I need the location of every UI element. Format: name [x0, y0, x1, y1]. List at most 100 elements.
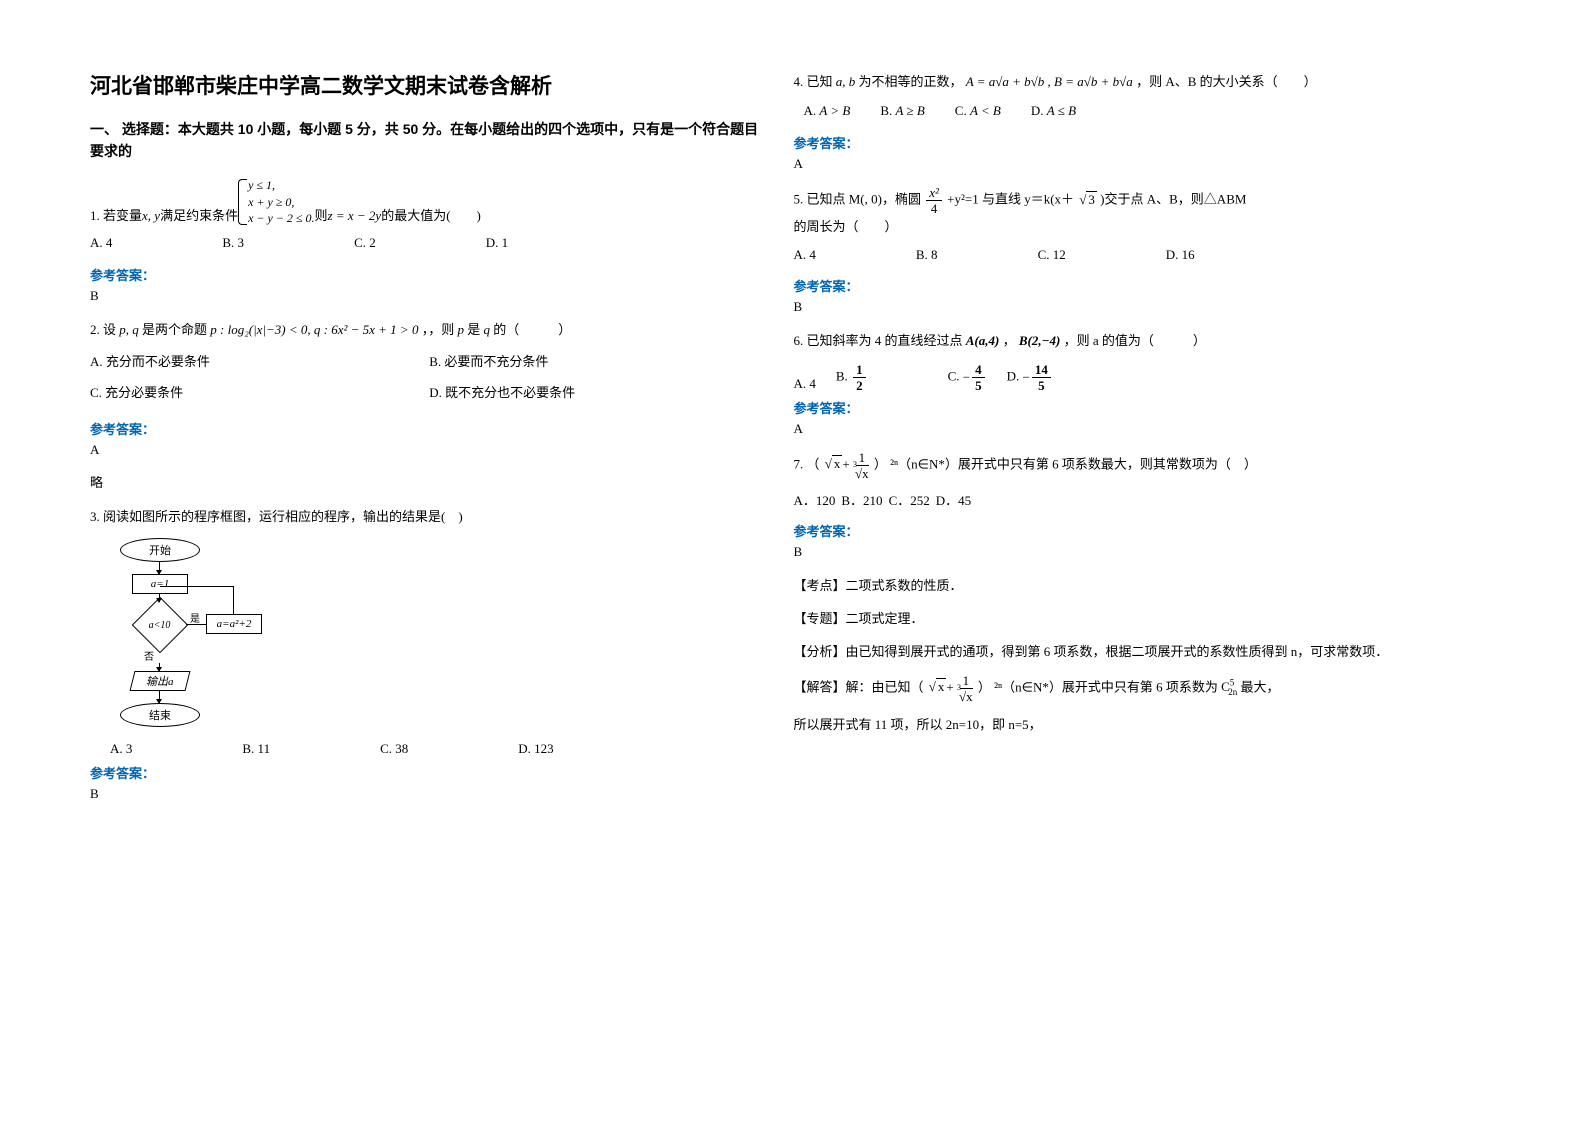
- q7-frac2: 1 3√x: [959, 674, 973, 703]
- question-5: 5. 已知点 M(, 0)，椭圆 x²4 +y²=1 与直线 y＝k(x＋ 3 …: [794, 186, 1473, 266]
- q4-expr: A = a√a + b√b , B = a√b + b√a: [966, 74, 1133, 89]
- q4-ans: A: [794, 156, 1473, 172]
- ans-label-3: 参考答案：: [90, 763, 769, 782]
- q4-optB: B. A ≥ B: [880, 103, 924, 119]
- fc-no: 否: [144, 648, 769, 663]
- q7-optC: C．252: [889, 490, 930, 509]
- q4-optC: C. A < B: [955, 103, 1001, 119]
- fc-end: 结束: [120, 703, 200, 727]
- q2-extra: 略: [90, 472, 769, 491]
- q7-kd: 【考点】二项式系数的性质．: [794, 574, 1473, 597]
- q3-optB: B. 11: [242, 741, 270, 757]
- q6-mid: ，则 a 的值为（ ）: [1064, 333, 1206, 348]
- q1-c1: y ≤ 1,: [248, 177, 314, 194]
- section-heading: 一、 选择题：本大题共 10 小题，每小题 5 分，共 50 分。在每小题给出的…: [90, 118, 769, 163]
- q2-pre: 2. 设: [90, 322, 116, 337]
- q1-ans: B: [90, 288, 769, 304]
- q6-pre: 6. 已知斜率为 4 的直线经过点: [794, 333, 963, 348]
- q1-var: x, y: [142, 204, 160, 227]
- q5-optD: D. 16: [1166, 243, 1195, 266]
- q6-ans: A: [794, 421, 1473, 437]
- q6-options: A. 4 B. 12 C. −45 D. −145: [794, 363, 1473, 392]
- ans-label-1: 参考答案：: [90, 265, 769, 284]
- q7-optB: B．210: [841, 490, 882, 509]
- q1-optA: A. 4: [90, 231, 112, 254]
- q7-fx: 【分析】由已知得到展开式的通项，得到第 6 项系数，根据二项展开式的系数性质得到…: [794, 640, 1473, 663]
- q7-mid1: ） ²ⁿ（n∈N*）展开式中只有第 6 项系数最大，则其常数项为（ ）: [874, 456, 1257, 471]
- q4-options: A. A > B B. A ≥ B C. A < B D. A ≤ B: [804, 103, 1473, 119]
- q2-options: A. 充分而不必要条件 B. 必要而不充分条件 C. 充分必要条件 D. 既不充…: [90, 351, 769, 413]
- q5-optB: B. 8: [916, 243, 938, 266]
- q1-optB: B. 3: [222, 231, 244, 254]
- q3-options: A. 3 B. 11 C. 38 D. 123: [110, 741, 769, 757]
- sqrt-x2: x: [927, 675, 947, 698]
- q1-optD: D. 1: [486, 231, 508, 254]
- q1-c2: x + y ≥ 0,: [248, 194, 314, 211]
- q1-options: A. 4 B. 3 C. 2 D. 1: [90, 231, 769, 254]
- q4-optD: D. A ≤ B: [1031, 103, 1076, 119]
- fc-cond: a<10: [132, 597, 189, 654]
- q5-options: A. 4 B. 8 C. 12 D. 16: [794, 243, 1473, 266]
- q6-pA: A(a,4): [966, 333, 1000, 348]
- q6-pB: B(2,−4): [1019, 333, 1060, 348]
- fc-arrow: [159, 691, 160, 703]
- q1-c3: x − y − 2 ≤ 0.: [248, 210, 314, 227]
- q2-optD: D. 既不充分也不必要条件: [429, 382, 768, 401]
- fc-loop: a=a²+2: [206, 614, 262, 634]
- q5-optC: C. 12: [1038, 243, 1066, 266]
- q6-optD: D. −145: [1007, 363, 1053, 392]
- q2-optC: C. 充分必要条件: [90, 382, 429, 401]
- flowchart: 开始 a=1 a<10 a=a²+2 是 否 输出a 结束: [120, 538, 769, 727]
- q4-mid1: 为不相等的正数，: [859, 74, 963, 89]
- q2-mid3: 是: [467, 322, 480, 337]
- q7-optA: A．120: [794, 490, 836, 509]
- fc-yes: 是: [190, 610, 200, 625]
- right-column: 4. 已知 a, b 为不相等的正数， A = a√a + b√b , B = …: [794, 70, 1498, 1052]
- q5-ans: B: [794, 299, 1473, 315]
- q1-expr: z = x − 2y: [328, 204, 382, 227]
- q5-frac: x²4: [926, 186, 942, 215]
- ans-label-6: 参考答案：: [794, 398, 1473, 417]
- q2-expr: p : log₂(|x|−3) < 0, q : 6x² − 5x + 1 > …: [210, 322, 418, 337]
- q4-pre: 4. 已知: [794, 74, 833, 89]
- q6-optB: B. 12: [836, 363, 868, 392]
- q1-brace: y ≤ 1, x + y ≥ 0, x − y − 2 ≤ 0.: [238, 177, 314, 227]
- q6-optC: C. −45: [948, 363, 987, 392]
- fc-start: 开始: [120, 538, 200, 562]
- sqrt-x: x: [823, 452, 843, 475]
- q2-mid2: ，，则: [422, 322, 455, 337]
- q2-p: p: [457, 322, 464, 337]
- question-6: 6. 已知斜率为 4 的直线经过点 A(a,4) ， B(2,−4) ，则 a …: [794, 329, 1473, 352]
- ans-label-5: 参考答案：: [794, 276, 1473, 295]
- ans-label-2: 参考答案：: [90, 419, 769, 438]
- q2-ans: A: [90, 442, 769, 458]
- ans-label-4: 参考答案：: [794, 133, 1473, 152]
- q2-mid4: 的（ ）: [493, 322, 571, 337]
- q5-sqrt: 3: [1077, 188, 1097, 211]
- binom-c: C52n: [1221, 679, 1240, 694]
- q5-pre: 5. 已知点 M(, 0)，椭圆: [794, 192, 921, 207]
- question-1: 1. 若变量 x, y 满足约束条件 y ≤ 1, x + y ≥ 0, x −…: [90, 177, 769, 255]
- q1-optC: C. 2: [354, 231, 376, 254]
- q2-pq: p, q: [119, 322, 139, 337]
- q6-comma: ，: [1003, 333, 1016, 348]
- q7-zt: 【专题】二项式定理．: [794, 607, 1473, 630]
- q7-options: A．120 B．210 C．252 D．45: [794, 490, 1473, 509]
- q7-frac: 1 3√x: [855, 451, 869, 480]
- q5-optA: A. 4: [794, 243, 816, 266]
- title: 河北省邯郸市柴庄中学高二数学文期末试卷含解析: [90, 70, 769, 100]
- q1-post2: 的最大值为( ): [381, 204, 481, 227]
- q7-jd2: 所以展开式有 11 项，所以 2n=10，即 n=5，: [794, 713, 1473, 736]
- q7-ans: B: [794, 544, 1473, 560]
- q2-optB: B. 必要而不充分条件: [429, 351, 768, 370]
- question-7: 7. （ x+ 1 3√x ） ²ⁿ（n∈N*）展开式中只有第 6 项系数最大，…: [794, 451, 1473, 480]
- fc-init: a=1: [132, 574, 188, 594]
- ans-label-7: 参考答案：: [794, 521, 1473, 540]
- fc-arrow: [159, 562, 160, 574]
- question-3: 3. 阅读如图所示的程序框图，运行相应的程序，输出的结果是( ): [90, 505, 769, 528]
- q1-post1: 则: [315, 204, 328, 227]
- q5-stem2: 的周长为（ ）: [794, 215, 1473, 238]
- q4-optA: A. A > B: [804, 103, 851, 119]
- q6-optA: A. 4: [794, 376, 816, 392]
- left-column: 河北省邯郸市柴庄中学高二数学文期末试卷含解析 一、 选择题：本大题共 10 小题…: [90, 70, 794, 1052]
